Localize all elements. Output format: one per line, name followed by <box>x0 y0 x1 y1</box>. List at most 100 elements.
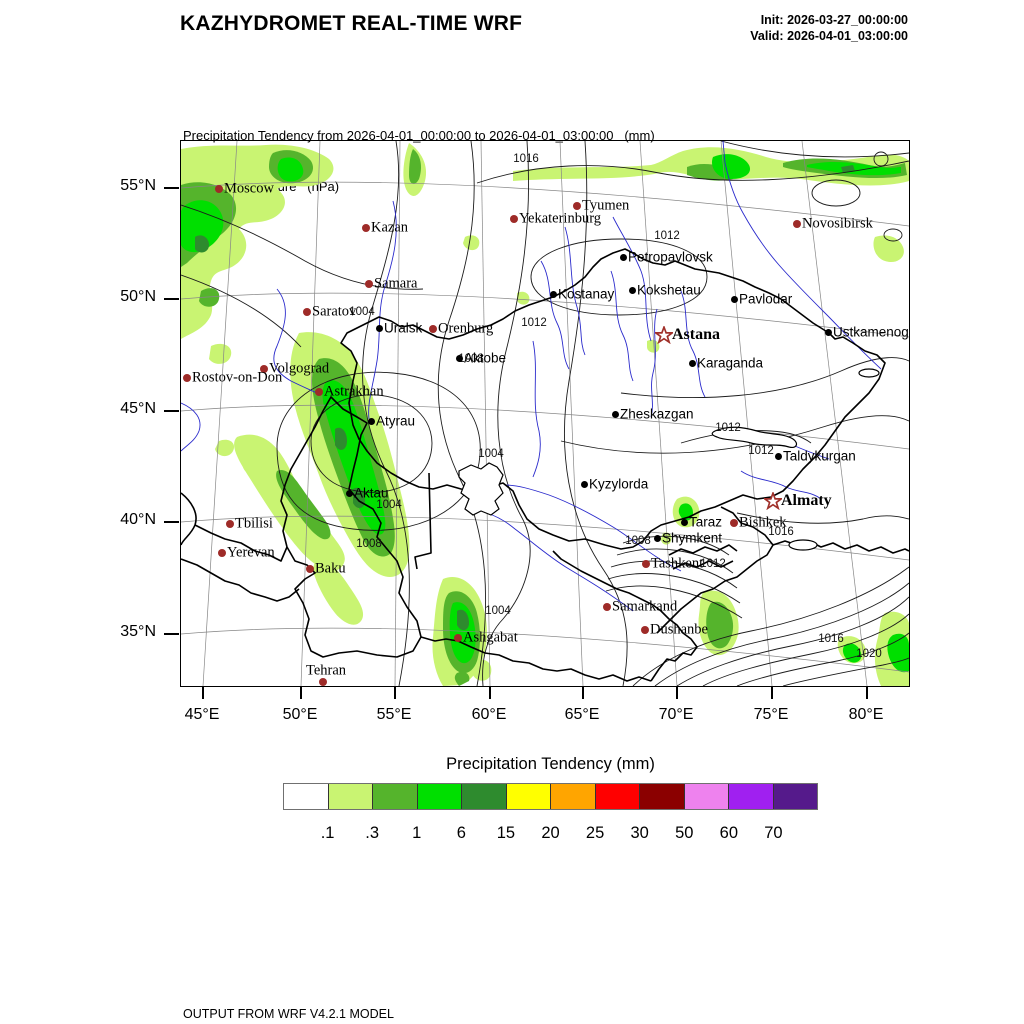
colorbar-swatch-0 <box>284 784 329 809</box>
lon-tick-50-e <box>300 686 302 699</box>
city-dot-yerevan <box>218 549 226 557</box>
pressure-label-1008-7: 1008 <box>356 538 382 550</box>
city-dot-petropavlovsk <box>619 253 627 261</box>
city-label-kostanay: Kostanay <box>558 286 615 302</box>
city-label-tashkent: Tashkent <box>651 555 704 572</box>
colorbar-swatch-3 <box>417 784 462 809</box>
city-label-zheskazgan: Zheskazgan <box>620 406 694 422</box>
city-label-shymkent: Shymkent <box>662 530 723 546</box>
lat-label-45-n: 45°N <box>120 400 156 417</box>
city-dot-saratov <box>303 308 311 316</box>
lon-tick-45-e <box>202 686 204 699</box>
city-label-astana: Astana <box>672 326 721 343</box>
city-dot-baku <box>306 565 314 573</box>
pressure-label-1012-12: 1012 <box>700 558 726 570</box>
city-label-taldykurgan: Taldykurgan <box>783 448 856 464</box>
city-dot-kyzylorda <box>580 480 588 488</box>
colorbar-swatch-8 <box>640 784 685 809</box>
city-label-volgograd: Volgograd <box>269 360 330 377</box>
city-label-samara: Samara <box>374 275 418 292</box>
pressure-label-1012-8: 1012 <box>715 422 741 434</box>
city-label-tehran: Tehran <box>306 662 347 679</box>
pressure-label-1016-0: 1016 <box>513 153 539 165</box>
lon-tick-60-e <box>489 686 491 699</box>
precip-subtitle-line: Precipitation Tendency from 2026-04-01_0… <box>183 128 655 143</box>
city-dot-aktobe <box>455 354 463 362</box>
pressure-label-1004-13: 1004 <box>485 605 511 617</box>
lon-tick-55-e <box>394 686 396 699</box>
city-label-almaty: Almaty <box>781 492 832 509</box>
city-label-karaganda: Karaganda <box>697 355 764 371</box>
colorbar-tick-30: 30 <box>630 824 649 842</box>
pressure-label-1016-14: 1016 <box>818 633 844 645</box>
map-canvas: 1016 1012 1012 1004 1008 1004 1004 1008 1012 1012… <box>180 140 910 687</box>
border-layer <box>181 248 909 682</box>
city-dot-novosibirsk <box>793 220 801 228</box>
map-geography <box>181 141 909 686</box>
colorbar-swatch-10 <box>729 784 774 809</box>
valid-timestamp: Valid: 2026-04-01_03:00:00 <box>750 28 908 43</box>
city-label-rostov-on-don: Rostov-on-Don <box>192 369 283 386</box>
colorbar-tick--1: .1 <box>320 824 335 842</box>
colorbar <box>283 783 818 810</box>
city-dot-tyumen <box>573 202 581 210</box>
colorbar-swatch-7 <box>595 784 640 809</box>
city-label-saratov: Saratov <box>312 303 357 320</box>
lon-tick-75-e <box>771 686 773 699</box>
colorbar-swatch-5 <box>506 784 551 809</box>
pressure-label-1004-3: 1004 <box>349 306 375 318</box>
city-dot-kostanay <box>549 290 557 298</box>
colorbar-tick-60: 60 <box>719 824 739 842</box>
capital-star-icon-almaty <box>764 492 782 510</box>
lon-label-45-e: 45°E <box>184 706 220 723</box>
city-label-kokshetau: Kokshetau <box>637 282 701 298</box>
colorbar-swatch-2 <box>373 784 418 809</box>
city-dot-samarkand <box>603 603 611 611</box>
colorbar-swatch-4 <box>462 784 507 809</box>
city-label-aktau: Aktau <box>354 485 389 501</box>
city-label-kyzylorda: Kyzylorda <box>589 476 649 492</box>
run-timestamps: Init: 2026-03-27_00:00:00 Valid: 2026-04… <box>750 13 908 44</box>
lat-label-40-n: 40°N <box>120 511 156 528</box>
colorbar-swatch-11 <box>773 784 817 809</box>
colorbar-swatch-9 <box>684 784 729 809</box>
model-footer: OUTPUT FROM WRF V4.2.1 MODEL WE = 200 ; … <box>183 974 682 1024</box>
colorbar-swatch-1 <box>328 784 373 809</box>
city-dot-bishkek <box>730 519 738 527</box>
lon-tick-80-e <box>866 686 868 699</box>
pressure-label-1012-9: 1012 <box>748 445 774 457</box>
lon-label-80-e: 80°E <box>848 706 884 723</box>
city-dot-tbilisi <box>226 520 234 528</box>
lat-tick-35-n <box>164 633 179 635</box>
precip-bright-layer <box>181 154 909 673</box>
lon-tick-70-e <box>676 686 678 699</box>
city-dot-ustkamenogorsk <box>824 328 832 336</box>
city-dot-yekaterinburg <box>510 215 518 223</box>
city-label-pavlodar: Pavlodar <box>739 291 793 307</box>
lon-label-65-e: 65°E <box>564 706 600 723</box>
lat-tick-40-n <box>164 521 179 523</box>
pressure-label-1012-1: 1012 <box>654 230 680 242</box>
lon-label-50-e: 50°E <box>282 706 318 723</box>
city-label-dushanbe: Dushanbe <box>650 621 708 638</box>
city-label-yerevan: Yerevan <box>227 544 275 561</box>
colorbar-tick-1: 1 <box>412 824 422 842</box>
lat-label-55-n: 55°N <box>120 177 156 194</box>
colorbar-tick-50: 50 <box>675 824 694 842</box>
city-dot-volgograd <box>260 365 268 373</box>
precip-medium-layer <box>181 149 907 686</box>
lat-tick-45-n <box>164 410 179 412</box>
city-dot-uralsk <box>375 324 383 332</box>
page-title: KAZHYDROMET REAL-TIME WRF <box>180 12 523 35</box>
city-label-orenburg: Orenburg <box>438 320 494 337</box>
city-dot-orenburg <box>429 325 437 333</box>
lon-tick-65-e <box>582 686 584 699</box>
city-label-ustkamenogorsk: Ustkamenogorsk <box>833 324 909 340</box>
city-dot-moscow <box>215 185 223 193</box>
city-label-novosibirsk: Novosibirsk <box>802 215 873 232</box>
pressure-label-1012-2: 1012 <box>521 317 547 329</box>
colorbar-tick-25: 25 <box>585 824 605 842</box>
city-label-ashgabat: Ashgabat <box>463 629 518 646</box>
city-dot-taraz <box>680 518 688 526</box>
